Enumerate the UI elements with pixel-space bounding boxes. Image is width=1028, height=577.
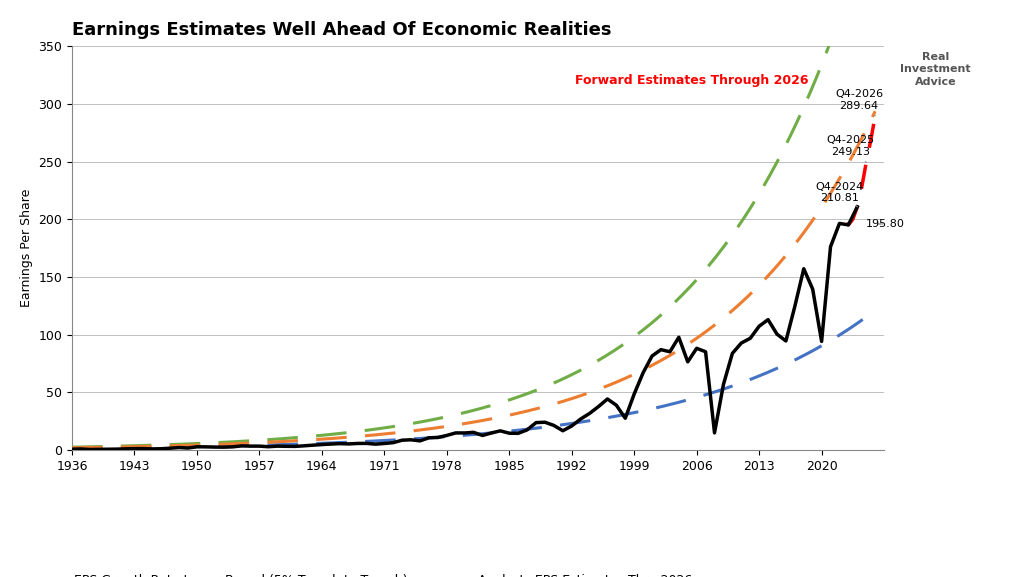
Text: Earnings Estimates Well Ahead Of Economic Realities: Earnings Estimates Well Ahead Of Economi… bbox=[72, 21, 612, 39]
Legend: EPS Growth Rate Lower Bound (5% Trough to Trough), EPS Growth Rate (6% Peak To P: EPS Growth Rate Lower Bound (5% Trough t… bbox=[30, 574, 692, 577]
Y-axis label: Earnings Per Share: Earnings Per Share bbox=[20, 189, 33, 308]
Text: Forward Estimates Through 2026: Forward Estimates Through 2026 bbox=[576, 74, 809, 88]
Text: Real
Investment
Advice: Real Investment Advice bbox=[901, 52, 970, 87]
Text: Q4-2026
289.64: Q4-2026 289.64 bbox=[835, 89, 883, 116]
Text: 195.80: 195.80 bbox=[867, 219, 905, 229]
Text: Q4-2024
210.81: Q4-2024 210.81 bbox=[815, 182, 864, 207]
Text: Q4-2025
249.13: Q4-2025 249.13 bbox=[827, 136, 874, 163]
